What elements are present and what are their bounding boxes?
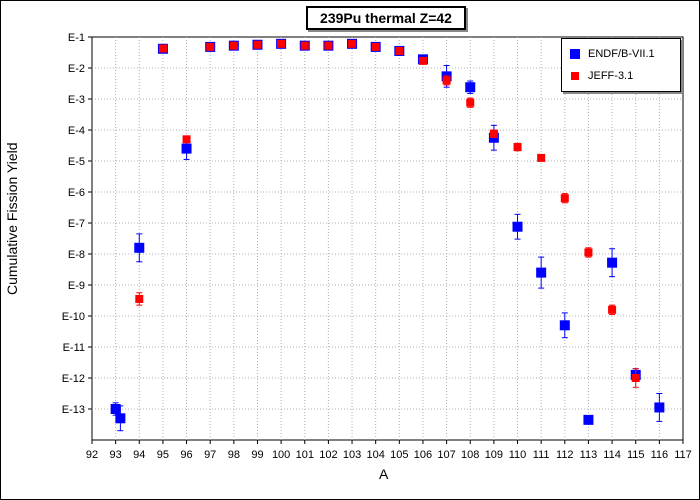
x-tick-label: 106 (414, 449, 432, 461)
data-point-jeff (584, 248, 593, 257)
data-point-jeff (348, 39, 357, 48)
data-point-endf (512, 221, 523, 232)
y-tick-label: E-4 (68, 125, 85, 137)
data-point-jeff (324, 41, 333, 50)
data-point-endf (583, 414, 594, 425)
data-point-jeff (608, 305, 617, 314)
x-tick-label: 108 (461, 449, 479, 461)
data-point-jeff (277, 39, 286, 48)
data-point-jeff (560, 194, 569, 203)
x-axis-label: A (379, 466, 389, 482)
data-point-endf (465, 82, 476, 93)
chart-title: 239Pu thermal Z=42 (306, 6, 466, 30)
legend-swatch-endf (570, 49, 580, 59)
x-tick-label: 111 (533, 449, 550, 461)
data-point-jeff (158, 44, 167, 53)
x-tick-label: 113 (580, 449, 598, 461)
x-tick-label: 93 (110, 449, 122, 461)
data-point-jeff (466, 98, 475, 107)
data-point-jeff (537, 153, 546, 162)
x-tick-label: 109 (485, 449, 503, 461)
y-tick-label: E-5 (68, 156, 85, 168)
y-tick-label: E-10 (62, 311, 85, 323)
data-point-endf (559, 320, 570, 331)
data-point-endf (110, 404, 121, 414)
data-point-jeff (513, 143, 522, 152)
x-tick-label: 102 (319, 449, 337, 461)
x-tick-label: 92 (86, 449, 98, 461)
legend-label-jeff: JEFF-3.1 (588, 70, 634, 82)
y-tick-label: E-2 (68, 63, 85, 75)
data-point-endf (654, 402, 665, 413)
x-tick-label: 101 (296, 449, 314, 461)
data-point-jeff (489, 129, 498, 138)
legend-label-endf: ENDF/B-VII.1 (588, 48, 655, 60)
legend: ENDF/B-VII.1 JEFF-3.1 (561, 38, 681, 92)
data-point-jeff (442, 76, 451, 85)
legend-swatch-jeff (571, 72, 579, 80)
x-tick-label: 97 (204, 449, 216, 461)
y-tick-label: E-7 (68, 218, 85, 230)
y-tick-label: E-1 (68, 32, 85, 44)
plot-area (91, 36, 684, 441)
y-tick-label: E-3 (68, 94, 85, 106)
y-tick-label: E-8 (68, 249, 85, 261)
y-tick-label: E-11 (63, 342, 85, 354)
data-point-jeff (418, 56, 427, 65)
data-point-endf (134, 242, 145, 253)
y-tick-label: E-12 (62, 373, 85, 385)
x-tick-label: 115 (627, 449, 645, 461)
data-point-endf (607, 257, 618, 268)
x-tick-label: 116 (651, 449, 669, 461)
data-point-jeff (395, 46, 404, 55)
x-tick-label: 117 (674, 449, 692, 461)
data-point-jeff (206, 42, 215, 51)
data-point-jeff (253, 40, 262, 49)
x-tick-label: 104 (367, 449, 385, 461)
x-tick-label: 99 (251, 449, 263, 461)
y-tick-label: E-6 (68, 187, 85, 199)
data-point-endf (181, 143, 192, 154)
legend-entry-jeff: JEFF-3.1 (570, 69, 633, 83)
x-tick-label: 112 (556, 449, 574, 461)
x-tick-label: 103 (343, 449, 361, 461)
x-tick-label: 94 (133, 449, 145, 461)
x-tick-label: 107 (437, 449, 455, 461)
data-point-jeff (371, 42, 380, 51)
y-axis-label: Cumulative Fission Yield (4, 142, 20, 295)
data-point-jeff (300, 41, 309, 50)
x-tick-label: 95 (157, 449, 169, 461)
y-tick-label: E-9 (68, 280, 85, 292)
data-point-jeff (182, 135, 191, 144)
data-point-jeff (631, 374, 640, 382)
x-tick-label: 100 (272, 449, 290, 461)
legend-entry-endf: ENDF/B-VII.1 (570, 47, 655, 61)
x-tick-label: 110 (509, 449, 527, 461)
x-tick-label: 96 (180, 449, 192, 461)
x-tick-label: 114 (603, 449, 621, 461)
x-tick-label: 105 (390, 449, 408, 461)
y-tick-label: E-13 (62, 404, 85, 416)
data-point-jeff (229, 41, 238, 50)
data-point-jeff (135, 294, 144, 303)
data-point-endf (536, 267, 547, 278)
x-tick-label: 98 (228, 449, 240, 461)
data-point-endf (115, 413, 126, 424)
